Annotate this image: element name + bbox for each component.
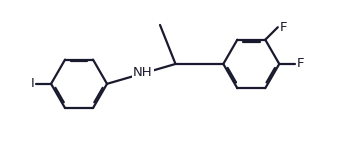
Text: F: F [279, 21, 287, 34]
Text: NH: NH [133, 66, 153, 79]
Text: F: F [297, 57, 304, 70]
Text: I: I [31, 77, 35, 90]
